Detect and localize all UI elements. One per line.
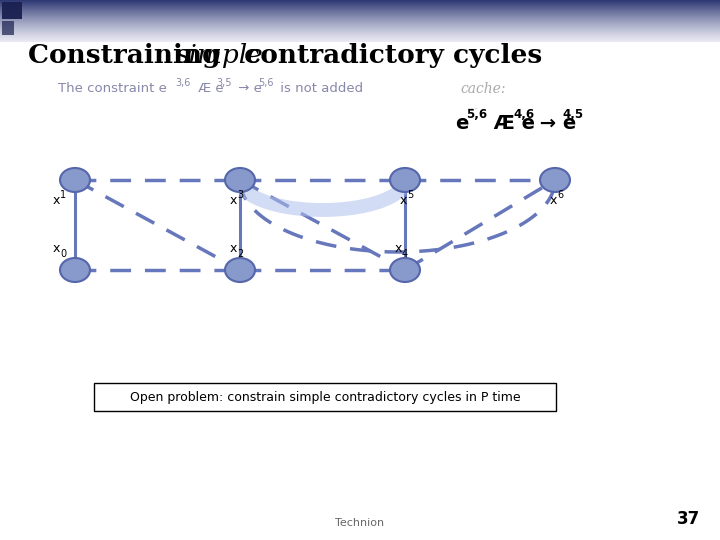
Text: 5,6: 5,6	[258, 78, 274, 88]
Text: 5,6: 5,6	[466, 108, 487, 121]
Bar	[0, 14, 720, 15]
Bar	[0, 3, 720, 4]
Bar	[0, 5, 720, 6]
Bar	[0, 8, 720, 9]
Bar	[0, 6, 720, 7]
Text: 6: 6	[557, 190, 563, 200]
Bar	[0, 20, 720, 21]
Text: ...: ...	[467, 99, 479, 112]
Bar	[0, 29, 720, 30]
Bar	[2, 2, 22, 19]
Bar	[0, 30, 720, 31]
Ellipse shape	[390, 168, 420, 192]
Bar	[0, 41, 720, 42]
Text: 4: 4	[402, 249, 408, 259]
Text: cache:: cache:	[460, 82, 505, 96]
Text: e: e	[455, 114, 469, 133]
Bar	[0, 1, 720, 2]
Ellipse shape	[60, 258, 90, 282]
Bar	[0, 19, 720, 20]
Text: Open problem: constrain simple contradictory cycles in P time: Open problem: constrain simple contradic…	[130, 390, 521, 403]
Ellipse shape	[390, 258, 420, 282]
Text: x: x	[550, 194, 557, 207]
Bar	[0, 40, 720, 41]
Text: 4,6: 4,6	[513, 108, 534, 121]
Bar	[0, 39, 720, 40]
Bar	[0, 28, 720, 29]
Ellipse shape	[540, 168, 570, 192]
Bar	[0, 9, 720, 10]
Ellipse shape	[225, 168, 255, 192]
Bar	[2, 21, 14, 35]
Bar	[0, 38, 720, 39]
Text: Æ e: Æ e	[194, 82, 224, 95]
Ellipse shape	[60, 168, 90, 192]
Text: 4,5: 4,5	[562, 108, 583, 121]
Bar	[0, 17, 720, 18]
Bar	[0, 26, 720, 27]
Text: Technion: Technion	[336, 518, 384, 528]
Bar	[0, 33, 720, 34]
Text: 0: 0	[60, 249, 66, 259]
Bar	[0, 21, 720, 22]
Bar	[0, 4, 720, 5]
Bar	[0, 31, 720, 32]
Bar	[0, 36, 720, 37]
Text: x: x	[230, 242, 238, 255]
Text: simple: simple	[176, 43, 264, 68]
Bar	[0, 16, 720, 17]
Bar	[0, 34, 720, 35]
Bar	[0, 25, 720, 26]
Text: The constraint e: The constraint e	[58, 82, 167, 95]
Text: x: x	[230, 194, 238, 207]
Text: 37: 37	[677, 510, 700, 528]
Bar	[0, 7, 720, 8]
Text: x: x	[53, 194, 60, 207]
Bar	[0, 27, 720, 28]
Text: 3: 3	[237, 190, 243, 200]
Text: x: x	[53, 242, 60, 255]
FancyBboxPatch shape	[94, 383, 556, 411]
Bar	[0, 12, 720, 13]
Text: 1: 1	[60, 190, 66, 200]
Bar	[0, 0, 720, 1]
Bar	[0, 32, 720, 33]
Bar	[0, 23, 720, 24]
Text: Æ e: Æ e	[487, 114, 535, 133]
Text: x: x	[395, 242, 402, 255]
Bar	[0, 11, 720, 12]
Text: 5: 5	[407, 190, 413, 200]
Bar	[0, 2, 720, 3]
Text: contradictory cycles: contradictory cycles	[235, 43, 542, 68]
Text: is not added: is not added	[276, 82, 363, 95]
Bar	[0, 37, 720, 38]
Bar	[0, 35, 720, 36]
Text: → e: → e	[533, 114, 576, 133]
Text: Constraining: Constraining	[28, 43, 230, 68]
Text: → e: → e	[234, 82, 262, 95]
Bar	[0, 22, 720, 23]
Ellipse shape	[225, 258, 255, 282]
Text: 3,6: 3,6	[175, 78, 190, 88]
Bar	[0, 24, 720, 25]
Bar	[0, 15, 720, 16]
Text: x: x	[400, 194, 408, 207]
Text: 2: 2	[237, 249, 243, 259]
Text: 3,5: 3,5	[216, 78, 232, 88]
Bar	[0, 10, 720, 11]
Bar	[0, 18, 720, 19]
Bar	[0, 13, 720, 14]
